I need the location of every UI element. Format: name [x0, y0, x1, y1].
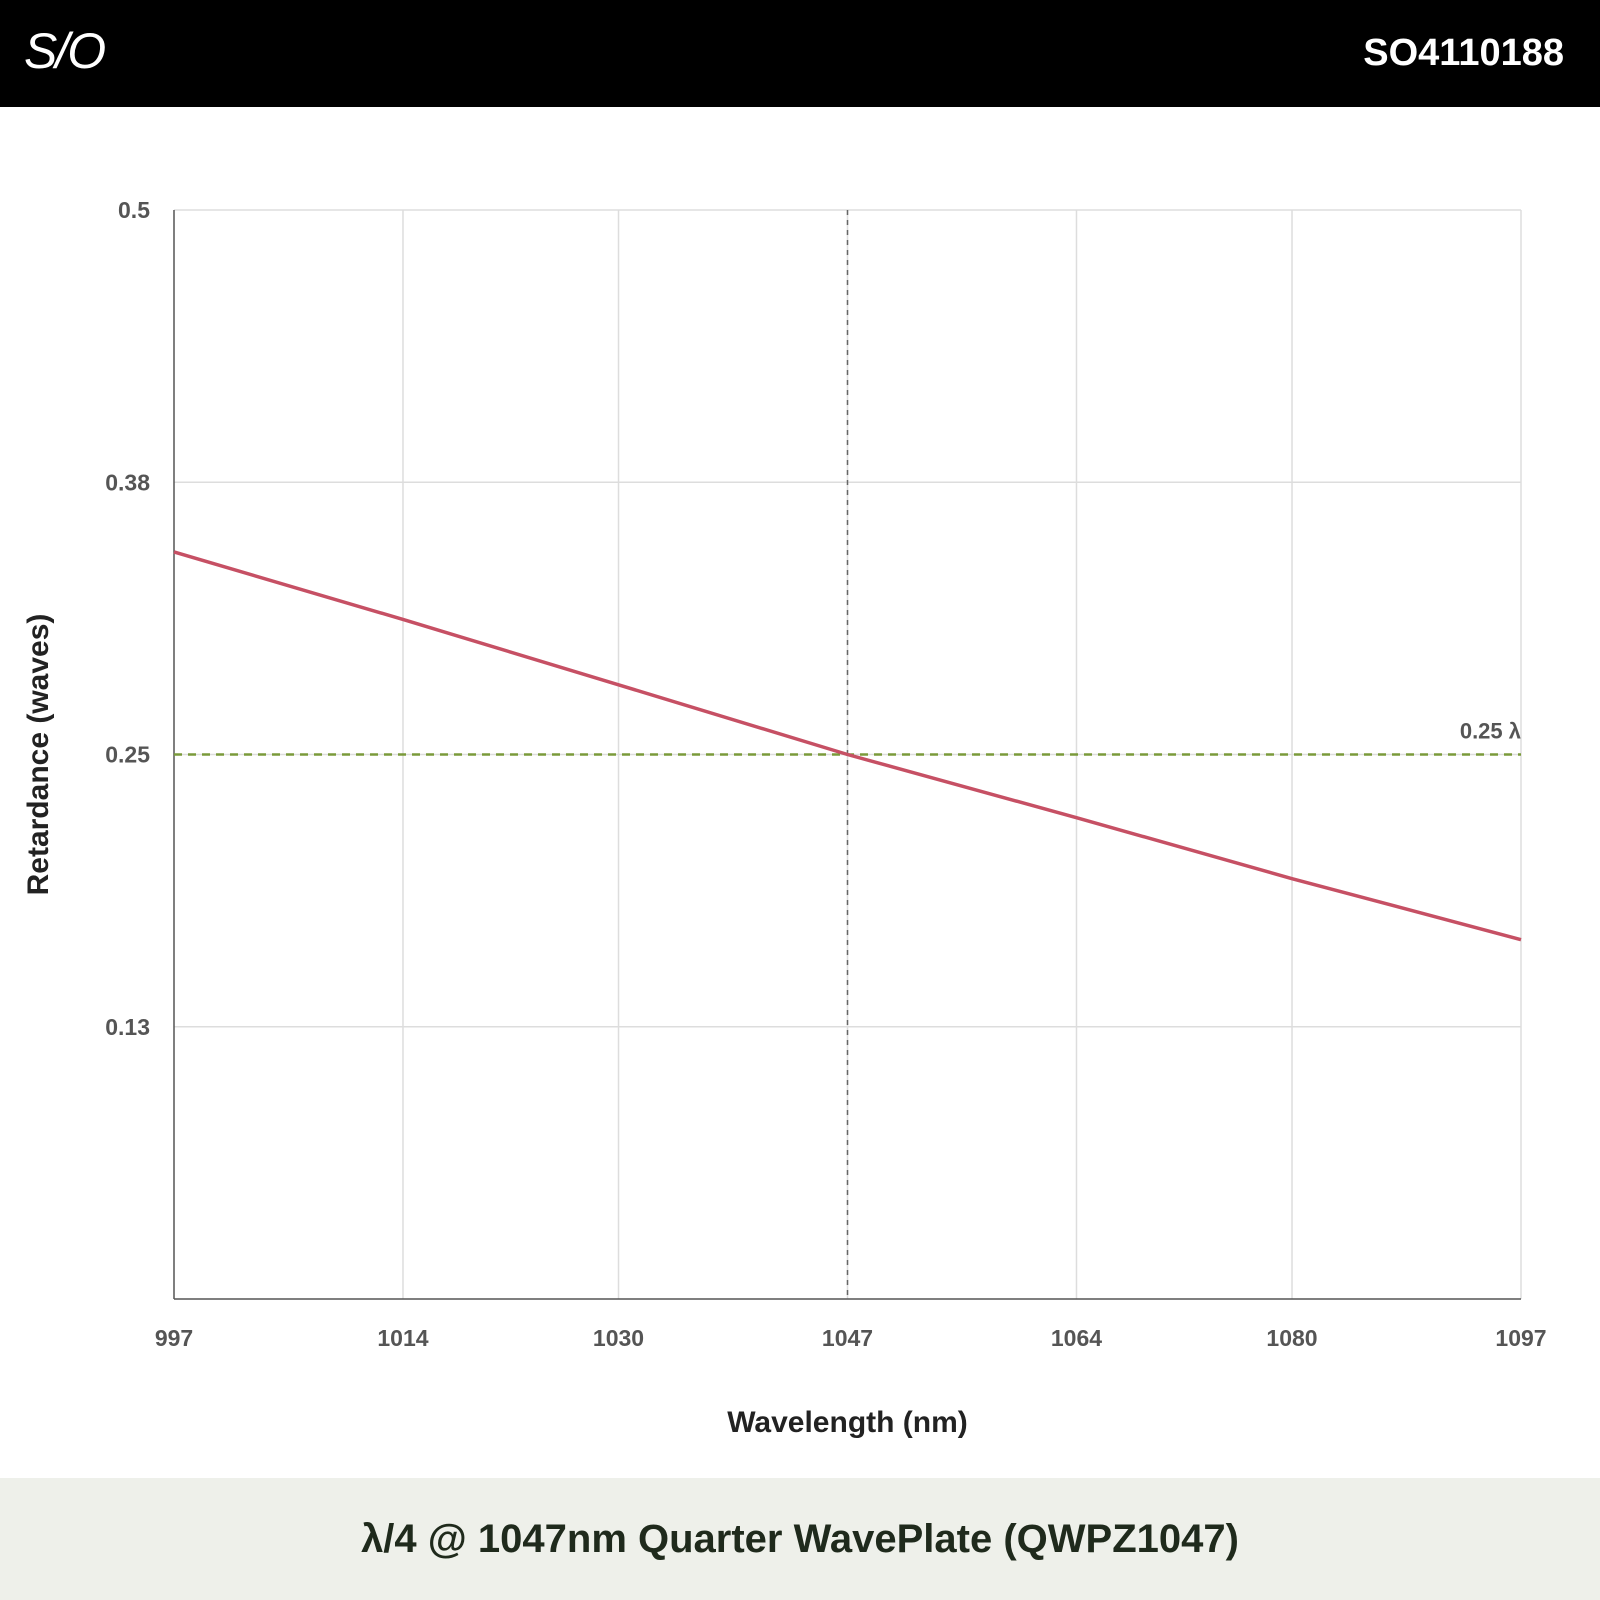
x-tick-label: 1014: [377, 1325, 428, 1351]
x-tick-label: 1097: [1495, 1325, 1546, 1351]
y-tick-label: 0.25: [105, 742, 150, 768]
company-logo: S/O: [24, 23, 106, 79]
product-title: λ/4 @ 1047nm Quarter WavePlate (QWPZ1047…: [361, 1516, 1239, 1561]
x-tick-label: 1047: [822, 1325, 873, 1351]
x-tick-label: 1064: [1051, 1325, 1102, 1351]
retardance-chart: 0.25 λ 997 1014 1030 1047 1064 1080 1097 0.5 0.38…: [22, 197, 1547, 1439]
header-bar: S/O SO4110188: [0, 0, 1600, 107]
y-tick-label: 0.5: [118, 197, 150, 223]
x-tick-label: 997: [155, 1325, 193, 1351]
y-tick-label: 0.38: [105, 469, 150, 495]
x-axis-title: Wavelength (nm): [727, 1406, 968, 1439]
reference-line-label: 0.25 λ: [1460, 719, 1521, 744]
part-number: SO4110188: [1363, 32, 1564, 74]
x-tick-label: 1030: [593, 1325, 644, 1351]
y-tick-label: 0.13: [105, 1014, 150, 1040]
y-axis-title: Retardance (waves): [22, 614, 55, 896]
footer-bar: λ/4 @ 1047nm Quarter WavePlate (QWPZ1047…: [0, 1478, 1600, 1600]
x-tick-label: 1080: [1266, 1325, 1317, 1351]
retardance-series-line: [173, 550, 1522, 942]
